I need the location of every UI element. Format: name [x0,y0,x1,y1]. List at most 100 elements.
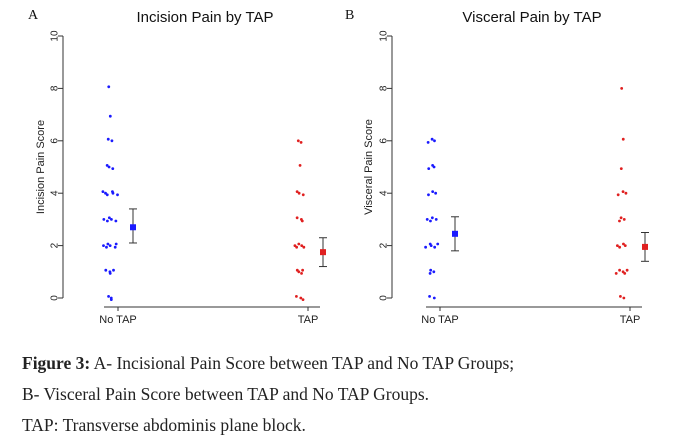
data-point [621,137,625,141]
panel-label: A [28,8,39,23]
panel-b: B Visceral Pain by TAP 0 2 4 6 8 10 Visceral Pai… [345,8,649,326]
data-point [101,190,105,194]
y-tick-label: 4 [50,190,61,196]
data-point [111,167,115,171]
chart-title: Incision Pain by TAP [136,9,273,26]
caption-line-3: TAP: Transverse abdominis plane block. [22,415,306,435]
data-point [622,218,626,221]
data-point [430,216,434,220]
data-point [109,298,113,301]
data-point [298,164,302,167]
data-point [295,245,299,249]
data-point [618,219,621,223]
y-tick-label: 0 [379,295,390,301]
data-point [428,272,432,275]
mean-marker [452,230,458,237]
mean-marker [642,243,648,250]
y-tick-label: 8 [379,85,390,91]
data-point [295,190,299,194]
panel-label: B [345,8,354,23]
data-point [295,295,298,298]
data-point [432,270,436,274]
data-point [433,139,436,143]
data-point [622,242,625,246]
x-tick-label: TAP [620,314,641,326]
data-point [108,272,112,275]
data-point [108,114,112,118]
caption-text-1: A- Incisional Pain Score between TAP and… [90,353,515,373]
data-point [107,85,111,89]
data-point [105,219,109,223]
data-point [116,193,119,197]
caption-line-1: Figure 3: A- Incisional Pain Score betwe… [22,348,682,379]
data-point [622,296,626,300]
y-axis-label: Visceral Pain Score [363,119,375,215]
data-point [114,219,118,223]
series-tap [293,139,327,301]
y-tick-label: 2 [50,242,61,248]
data-point [434,218,438,221]
caption-figure-label: Figure 3: [22,353,91,373]
series-tap [614,87,649,300]
data-point [299,296,303,300]
data-point [615,244,619,248]
y-tick-label: 4 [379,190,390,196]
data-point [107,216,111,220]
data-point [106,137,110,141]
x-tick-label: TAP [298,314,319,326]
data-point [297,242,301,246]
y-tick-label: 2 [379,242,390,248]
data-point [614,272,618,275]
panel-a: A Incision Pain by TAP 0 2 4 6 8 10 Incision Pai… [28,8,327,326]
data-point [425,218,429,221]
mean-marker [130,224,136,231]
data-point [113,245,117,249]
data-point [299,141,303,144]
data-point [104,268,108,272]
data-point [428,295,431,298]
x-tick-label: No TAP [421,314,459,326]
data-point [105,164,109,167]
data-point [295,216,299,220]
data-point [302,245,306,249]
data-point [110,139,114,143]
y-tick-label: 10 [50,30,61,42]
data-point [301,193,305,197]
data-point [620,87,624,90]
data-point [105,245,108,249]
caption-line-2: B- Visceral Pain Score between TAP and N… [22,384,430,404]
data-point [424,245,428,249]
data-point [430,137,434,141]
data-point [106,242,110,246]
series-no-tap [101,85,137,301]
x-tick-label: No TAP [99,314,137,326]
data-point [436,242,440,246]
mean-marker [320,249,326,256]
data-point [301,268,305,272]
data-point [619,216,623,220]
data-point [618,245,622,249]
data-point [300,272,303,275]
data-point [102,218,106,221]
data-point [432,296,436,300]
data-point [111,191,115,195]
data-point [434,191,438,195]
data-point [621,190,625,194]
y-tick-label: 8 [50,85,61,91]
data-point [110,218,113,221]
data-point [429,219,432,223]
data-point [296,139,300,143]
data-point [431,190,435,194]
data-point [107,295,110,298]
y-axis-label: Incision Pain Score [35,120,47,214]
data-point [426,141,430,144]
series-no-tap [424,137,459,300]
chart-title: Visceral Pain by TAP [462,9,601,26]
y-tick-label: 0 [50,295,61,301]
data-point [107,165,111,169]
data-point [300,244,304,248]
data-point [619,295,622,298]
data-point [297,270,301,274]
data-point [301,298,305,301]
